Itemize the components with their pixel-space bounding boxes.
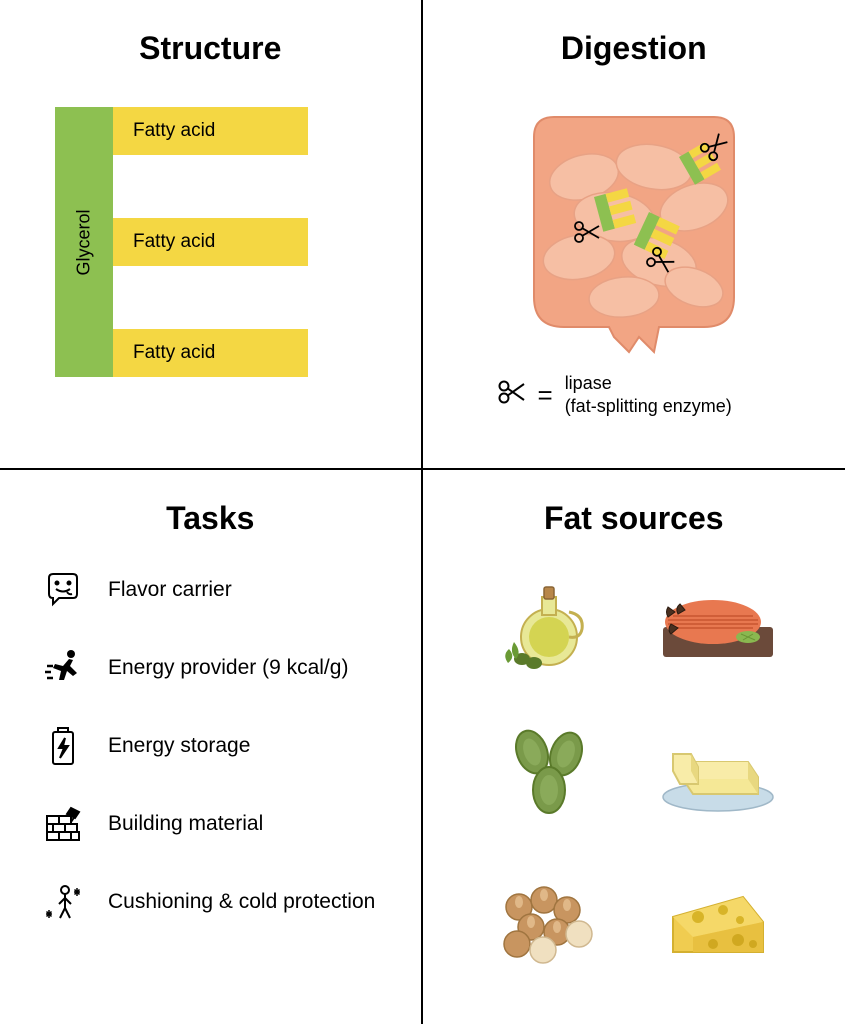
- task-building: Building material: [40, 801, 386, 847]
- task-label: Flavor carrier: [108, 578, 232, 602]
- task-cushion: Cushioning & cold protection: [40, 879, 386, 925]
- digestion-legend: = lipase (fat-splitting enzyme): [498, 372, 811, 419]
- legend-line1: lipase: [565, 372, 732, 395]
- source-cheese: [646, 867, 790, 977]
- source-salmon: [646, 567, 790, 677]
- scissors-icon: [498, 380, 526, 411]
- digestion-title: Digestion: [458, 30, 811, 67]
- legend-line2: (fat-splitting enzyme): [565, 395, 732, 418]
- task-list: Flavor carrier Energy provider (9 kcal/g…: [35, 567, 386, 925]
- fatty-acid-bar: Fatty acid: [113, 329, 308, 377]
- structure-panel: Structure Glycerol Fatty acid Fatty acid…: [0, 0, 423, 470]
- task-label: Energy provider (9 kcal/g): [108, 656, 348, 680]
- task-flavor: Flavor carrier: [40, 567, 386, 613]
- running-icon: [40, 645, 86, 691]
- structure-title: Structure: [35, 30, 386, 67]
- tasks-panel: Tasks Flavor carrier: [0, 470, 423, 1024]
- source-nuts: [478, 867, 622, 977]
- task-energy: Energy provider (9 kcal/g): [40, 645, 386, 691]
- intestine-illustration: [484, 97, 784, 357]
- task-label: Cushioning & cold protection: [108, 890, 375, 914]
- equals-sign: =: [538, 380, 553, 411]
- sources-title: Fat sources: [458, 500, 811, 537]
- source-pumpkin-seeds: [478, 717, 622, 827]
- sources-panel: Fat sources: [423, 470, 845, 1024]
- fatty-acid-bar: Fatty acid: [113, 107, 308, 155]
- tasks-title: Tasks: [35, 500, 386, 537]
- source-olive-oil: [478, 567, 622, 677]
- task-label: Energy storage: [108, 734, 250, 758]
- fatty-acids-group: Fatty acid Fatty acid Fatty acid: [113, 107, 308, 377]
- digestion-panel: Digestion: [423, 0, 845, 470]
- task-storage: Energy storage: [40, 723, 386, 769]
- sources-grid: [458, 567, 811, 977]
- task-label: Building material: [108, 812, 263, 836]
- flavor-icon: [40, 567, 86, 613]
- infographic-grid: Structure Glycerol Fatty acid Fatty acid…: [0, 0, 845, 1024]
- glycerol-label: Glycerol: [74, 209, 95, 275]
- bricks-icon: [40, 801, 86, 847]
- glycerol-bar: Glycerol: [55, 107, 113, 377]
- battery-icon: [40, 723, 86, 769]
- cold-person-icon: [40, 879, 86, 925]
- legend-text: lipase (fat-splitting enzyme): [565, 372, 732, 419]
- structure-diagram: Glycerol Fatty acid Fatty acid Fatty aci…: [55, 107, 386, 377]
- fatty-acid-bar: Fatty acid: [113, 218, 308, 266]
- source-butter: [646, 717, 790, 827]
